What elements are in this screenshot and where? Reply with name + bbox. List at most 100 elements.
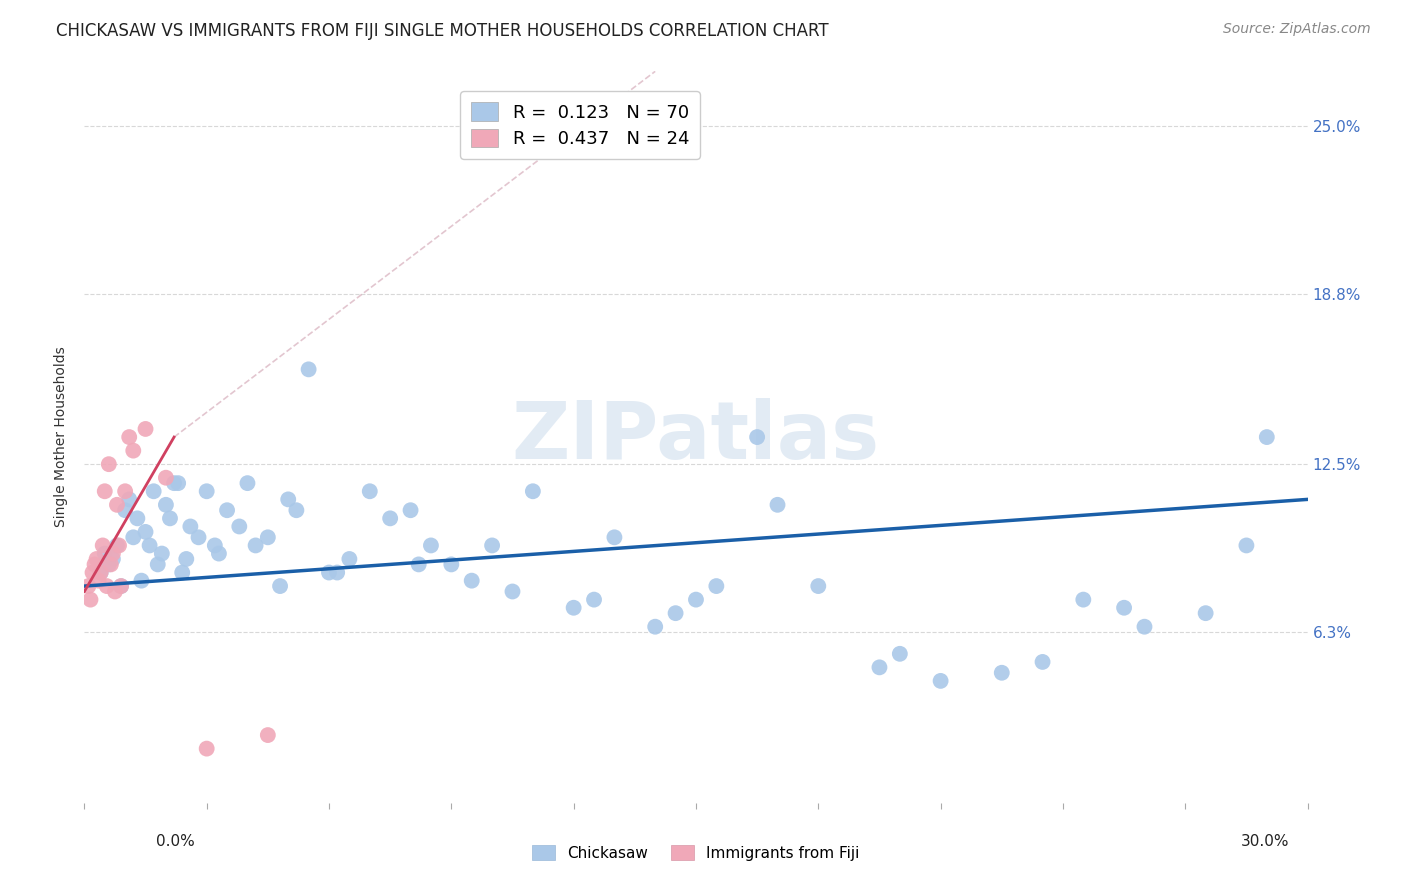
Text: 30.0%: 30.0%: [1241, 834, 1289, 849]
Point: [665, 606, 688, 620]
Point: [228, 519, 250, 533]
Point: [167, 476, 190, 491]
Point: [298, 362, 321, 376]
Point: [339, 552, 361, 566]
Point: [146, 558, 169, 572]
Point: [83, 558, 105, 572]
Point: [135, 524, 157, 539]
Point: [101, 552, 124, 566]
Text: CHICKASAW VS IMMIGRANTS FROM FIJI SINGLE MOTHER HOUSEHOLDS CORRELATION CHART: CHICKASAW VS IMMIGRANTS FROM FIJI SINGLE…: [56, 22, 830, 40]
Point: [257, 728, 280, 742]
Point: [380, 511, 402, 525]
Point: [96, 579, 118, 593]
Point: [110, 579, 132, 593]
Point: [105, 538, 128, 552]
Point: [195, 741, 218, 756]
Point: [991, 665, 1014, 680]
Point: [131, 574, 153, 588]
Point: [114, 503, 136, 517]
Point: [82, 566, 104, 580]
Point: [807, 579, 830, 593]
Point: [1073, 592, 1095, 607]
Point: [91, 538, 114, 552]
Point: [150, 547, 173, 561]
Point: [122, 530, 145, 544]
Point: [269, 579, 291, 593]
Point: [142, 484, 165, 499]
Y-axis label: Single Mother Households: Single Mother Households: [55, 347, 69, 527]
Point: [440, 558, 463, 572]
Point: [155, 471, 177, 485]
Text: Source: ZipAtlas.com: Source: ZipAtlas.com: [1223, 22, 1371, 37]
Point: [87, 574, 110, 588]
Point: [204, 538, 226, 552]
Point: [163, 476, 186, 491]
Point: [1133, 620, 1156, 634]
Point: [245, 538, 267, 552]
Point: [1114, 600, 1136, 615]
Point: [408, 558, 430, 572]
Point: [127, 511, 149, 525]
Point: [318, 566, 340, 580]
Point: [1236, 538, 1258, 552]
Point: [603, 530, 626, 544]
Legend: R =  0.123   N = 70, R =  0.437   N = 24: R = 0.123 N = 70, R = 0.437 N = 24: [460, 91, 700, 159]
Point: [174, 552, 197, 566]
Point: [79, 592, 101, 607]
Point: [159, 511, 181, 525]
Point: [285, 503, 308, 517]
Point: [747, 430, 769, 444]
Point: [114, 484, 136, 499]
Point: [236, 476, 259, 491]
Point: [105, 498, 128, 512]
Point: [118, 430, 141, 444]
Point: [869, 660, 891, 674]
Point: [461, 574, 484, 588]
Point: [90, 566, 112, 580]
Point: [100, 558, 122, 572]
Point: [217, 503, 239, 517]
Point: [101, 547, 124, 561]
Point: [179, 519, 201, 533]
Point: [187, 530, 209, 544]
Point: [1256, 430, 1278, 444]
Text: ZIPatlas: ZIPatlas: [512, 398, 880, 476]
Point: [208, 547, 231, 561]
Point: [766, 498, 789, 512]
Point: [502, 584, 524, 599]
Point: [93, 547, 115, 561]
Point: [195, 484, 218, 499]
Point: [138, 538, 160, 552]
Point: [399, 503, 422, 517]
Point: [108, 538, 131, 552]
Point: [481, 538, 503, 552]
Point: [97, 558, 120, 572]
Point: [583, 592, 606, 607]
Point: [104, 584, 127, 599]
Point: [155, 498, 177, 512]
Point: [257, 530, 280, 544]
Point: [359, 484, 381, 499]
Point: [929, 673, 952, 688]
Point: [326, 566, 349, 580]
Point: [889, 647, 911, 661]
Point: [685, 592, 707, 607]
Point: [277, 492, 299, 507]
Point: [420, 538, 443, 552]
Point: [1032, 655, 1054, 669]
Point: [122, 443, 145, 458]
Point: [706, 579, 728, 593]
Point: [110, 579, 132, 593]
Point: [644, 620, 666, 634]
Point: [562, 600, 585, 615]
Point: [86, 552, 108, 566]
Point: [90, 566, 112, 580]
Point: [522, 484, 544, 499]
Point: [97, 457, 120, 471]
Point: [135, 422, 157, 436]
Point: [77, 579, 100, 593]
Text: 0.0%: 0.0%: [156, 834, 195, 849]
Point: [93, 484, 115, 499]
Point: [1195, 606, 1218, 620]
Point: [172, 566, 194, 580]
